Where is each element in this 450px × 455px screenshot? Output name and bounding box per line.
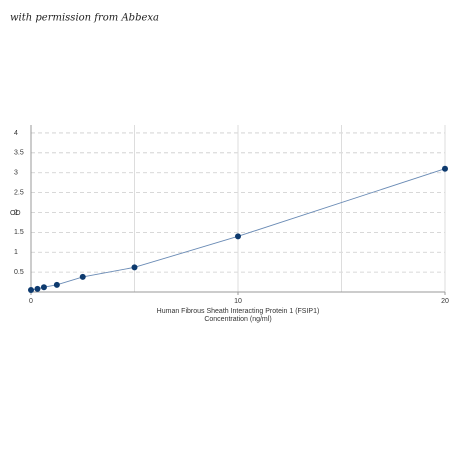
- data-point: [79, 273, 86, 280]
- data-point: [40, 284, 47, 291]
- x-tick-label: 20: [441, 298, 449, 305]
- y-tick-label: 0.5: [14, 269, 24, 276]
- x-tick-label: 10: [234, 298, 242, 305]
- data-point: [28, 287, 34, 294]
- y-axis-label: OD: [10, 210, 21, 217]
- watermark: with permission from Abbexa: [10, 13, 159, 24]
- data-point: [235, 233, 241, 240]
- data-point: [34, 285, 41, 292]
- y-tick-label: 1: [14, 249, 18, 256]
- y-tick-label: 2: [14, 209, 18, 216]
- x-axis-label: Human Fibrous Sheath Interacting Protein…: [157, 308, 320, 315]
- y-tick-label: 1.5: [14, 229, 24, 236]
- x-axis-label: Concentration (ng/ml): [204, 316, 271, 323]
- data-point: [53, 281, 60, 288]
- x-tick-label: 0: [29, 298, 33, 305]
- data-point: [131, 264, 138, 271]
- y-tick-label: 3: [14, 170, 18, 177]
- data-point: [442, 165, 448, 172]
- y-tick-label: 2.5: [14, 189, 24, 196]
- y-tick-label: 4: [14, 130, 18, 137]
- y-tick-label: 3.5: [14, 150, 24, 157]
